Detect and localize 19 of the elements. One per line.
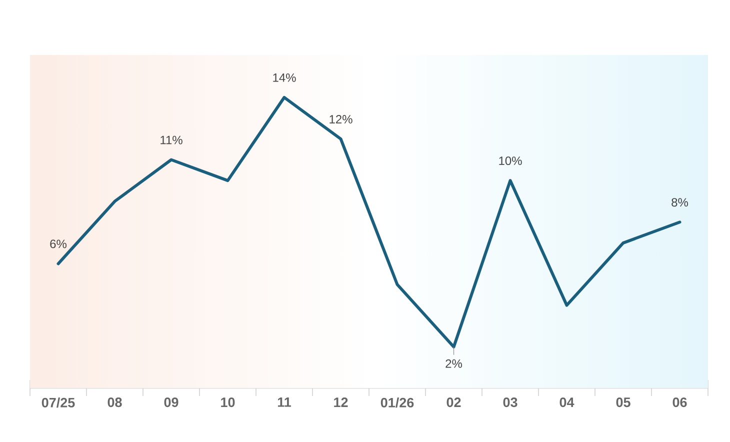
x-tick-label: 11 [278,398,292,407]
x-tick-label: 05 [616,398,630,408]
data-label: 10% [499,156,522,166]
x-tick-label: 03 [503,398,518,408]
data-label: 6% [50,240,66,248]
x-tick-label: 01/26 [380,398,414,408]
x-tick-label: 02 [446,398,461,408]
x-tick-label: 12 [334,398,348,407]
data-label: 11% [160,136,182,144]
x-tick-label: 07/25 [42,398,75,408]
x-tick-label: 08 [108,398,122,408]
x-tick-label: 10 [221,398,235,408]
data-label: 2% [446,359,462,368]
data-label: 8% [672,198,688,207]
x-tick-label: 09 [164,398,178,408]
data-label: 14% [273,73,296,82]
data-label: 12% [330,115,352,124]
x-tick-label: 04 [560,398,574,408]
x-tick-label: 06 [672,398,687,408]
